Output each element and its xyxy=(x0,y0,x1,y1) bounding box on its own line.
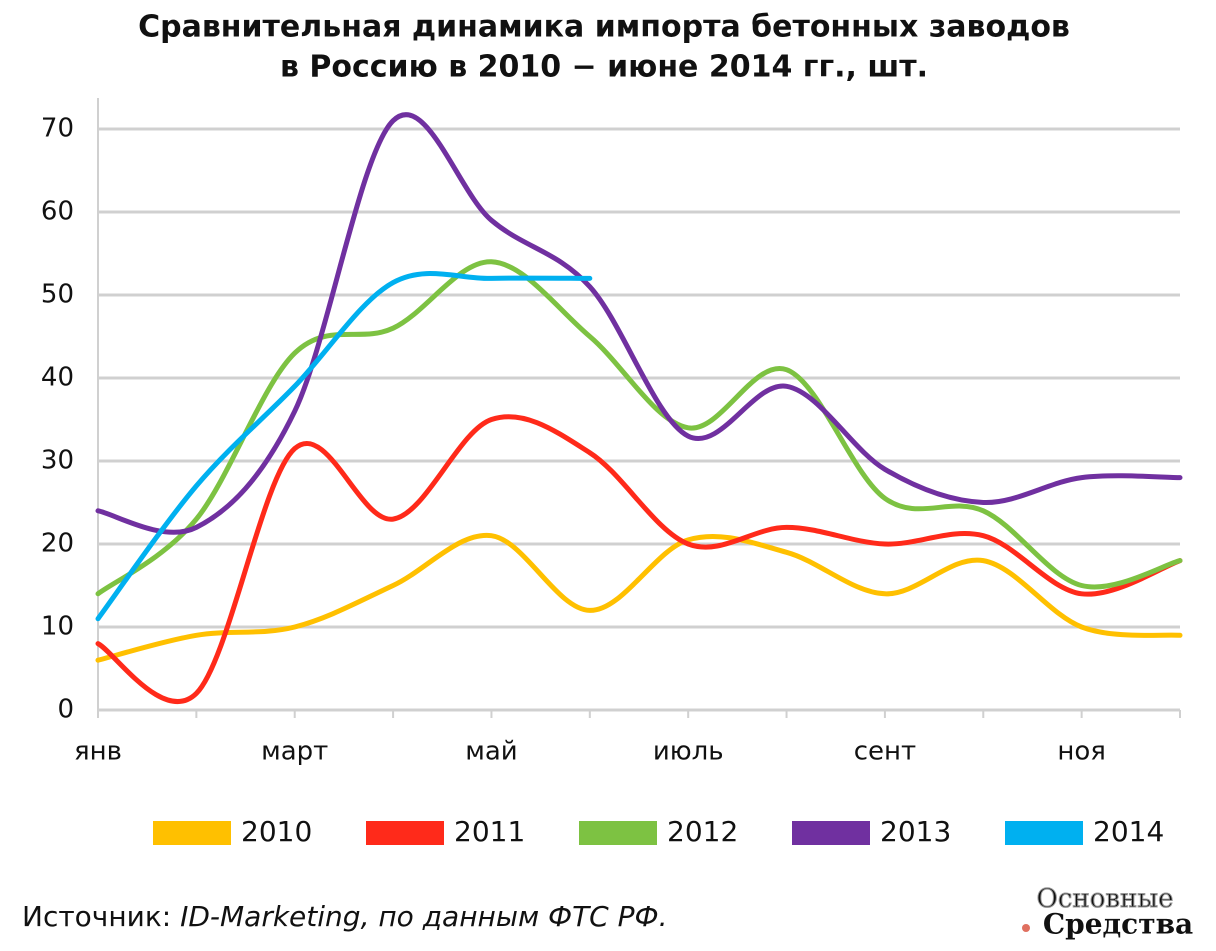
chart-title: в Россию в 2010 − июне 2014 гг., шт. xyxy=(280,50,928,85)
logo-dot xyxy=(1022,924,1030,932)
legend-swatch xyxy=(792,821,870,845)
y-tick-label: 10 xyxy=(41,612,74,642)
y-tick-label: 40 xyxy=(41,363,74,393)
legend-label: 2010 xyxy=(241,815,312,848)
y-tick-label: 70 xyxy=(41,114,74,144)
source-label: Источник: xyxy=(22,900,171,933)
logo: Основные xyxy=(1037,884,1174,914)
y-tick-label: 60 xyxy=(41,197,74,227)
x-tick-label: ноя xyxy=(1057,737,1106,767)
x-tick-label: июль xyxy=(653,737,724,767)
y-tick-label: 30 xyxy=(41,446,74,476)
legend-swatch xyxy=(153,821,231,845)
legend-label: 2011 xyxy=(454,815,525,848)
y-tick-label: 50 xyxy=(41,280,74,310)
series-line xyxy=(95,112,1183,535)
x-tick-label: май xyxy=(465,737,517,767)
legend-label: 2013 xyxy=(880,815,951,848)
legend-swatch xyxy=(579,821,657,845)
legend-swatch xyxy=(366,821,444,845)
logo: Средства xyxy=(1043,908,1193,941)
series-line xyxy=(95,414,1183,704)
y-tick-label: 0 xyxy=(57,695,74,725)
series-line xyxy=(95,259,1183,597)
legend-label: 2014 xyxy=(1093,815,1164,848)
legend-label: 2012 xyxy=(667,815,738,848)
source: Источник: ID-Marketing, по данным ФТС РФ… xyxy=(22,900,668,933)
x-tick-label: март xyxy=(261,737,328,767)
x-tick-label: сент xyxy=(854,737,916,767)
series-line xyxy=(95,271,593,622)
y-tick-label: 20 xyxy=(41,529,74,559)
chart-title: Сравнительная динамика импорта бетонных … xyxy=(138,10,1070,45)
series-line xyxy=(95,533,1183,663)
source-text: ID-Marketing, по данным ФТС РФ. xyxy=(180,900,667,933)
x-tick-label: янв xyxy=(74,737,122,767)
legend-swatch xyxy=(1005,821,1083,845)
